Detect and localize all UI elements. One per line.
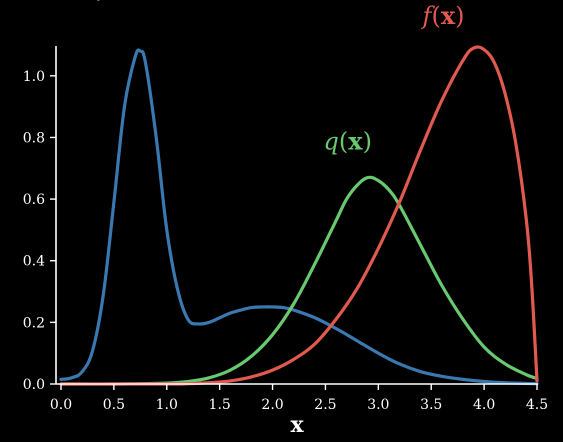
x-tick-label: 2.0 <box>261 397 283 413</box>
y-tick-label: 0.6 <box>23 192 45 208</box>
curve-label-part: ( <box>431 2 440 30</box>
axes-layer <box>55 46 538 385</box>
x-tick-label: 0.0 <box>50 397 72 413</box>
x-tick-label: 2.5 <box>314 397 336 413</box>
curve-label-f: f(x) <box>421 1 465 30</box>
curves-layer <box>59 45 539 386</box>
y-tick-label: 0.0 <box>23 377 45 393</box>
curve-label-part: x <box>348 127 363 156</box>
curve-label-part: ( <box>339 128 348 156</box>
x-axis-title: x <box>290 412 304 438</box>
curve-label-part: p <box>96 0 111 2</box>
curve-label-part: ) <box>363 128 372 156</box>
curve-label-part: x <box>121 0 136 2</box>
series-line-p <box>59 48 539 386</box>
y-tick-label: 0.8 <box>23 130 45 146</box>
curve-labels-layer: p(x)q(x)f(x) <box>96 0 464 156</box>
ticks-layer: 0.0 0.5 1.0 1.5 2.0 2.5 3.0 3.5 4.0 4.5 0.0 0.2 0.4 0… <box>23 69 548 413</box>
curve-label-q: q(x) <box>324 127 372 156</box>
x-tick-label: 3.5 <box>420 397 442 413</box>
curve-label-part: ) <box>455 2 464 30</box>
series-line-f <box>59 45 539 386</box>
x-tick-label: 0.5 <box>103 397 125 413</box>
x-tick-label: 4.0 <box>473 397 495 413</box>
curve-label-part: x <box>441 1 456 30</box>
curve-label-part: q <box>324 128 339 156</box>
x-tick-label: 4.5 <box>526 397 548 413</box>
x-tick-label: 1.0 <box>156 397 178 413</box>
y-tick-label: 1.0 <box>23 69 45 85</box>
x-tick-label: 1.5 <box>209 397 231 413</box>
curve-label-p: p(x) <box>96 0 144 2</box>
y-tick-label: 0.4 <box>23 254 45 270</box>
x-tick-label: 3.0 <box>367 397 389 413</box>
series-line-q <box>59 175 539 386</box>
y-tick-label: 0.2 <box>23 315 45 331</box>
curve-label-part: ( <box>111 0 120 2</box>
curve-label-part: ) <box>135 0 144 2</box>
